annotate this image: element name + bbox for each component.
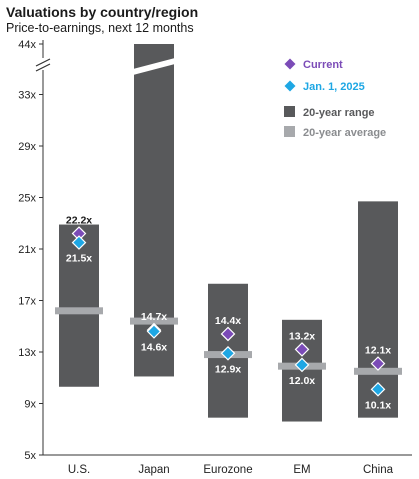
jan-point-em [294, 357, 310, 373]
y-tick-label-2: 13x [18, 347, 36, 359]
average-marker-u-s [55, 307, 103, 315]
jan-label-japan: 14.6x [141, 341, 167, 353]
jan-point-japan [146, 324, 162, 339]
y-tick-label-1: 9x [24, 399, 36, 411]
y-axis-break-mark-1 [35, 58, 51, 67]
chart-subtitle: Price-to-earnings, next 12 months [6, 21, 194, 35]
y-tick-label-5: 25x [18, 193, 36, 205]
current-label-u-s: 22.2x [66, 215, 92, 227]
jan-label-em: 12.0x [289, 375, 315, 387]
current-label-china: 12.1x [365, 345, 391, 357]
y-tick-label-7: 33x [18, 90, 36, 102]
jan-point-u-s [71, 235, 87, 250]
range-bar-china [358, 201, 398, 418]
range-bar-break-japan [133, 58, 175, 75]
legend-current-label: Current [303, 59, 343, 71]
jan-label-u-s: 21.5x [66, 253, 92, 265]
current-point-eurozone [220, 326, 236, 342]
jan-point-china [370, 381, 386, 397]
legend-average-label: 20-year average [303, 127, 386, 139]
legend-range-icon [284, 106, 295, 117]
current-point-em [294, 342, 310, 357]
y-tick-label-6: 29x [18, 141, 36, 153]
category-label-em: EM [293, 464, 310, 476]
range-bar-u-s [59, 224, 99, 387]
category-label-china: China [363, 464, 394, 476]
legend-average-icon [284, 126, 295, 137]
current-label-eurozone: 14.4x [215, 315, 241, 327]
current-label-em: 13.2x [289, 330, 315, 342]
y-tick-label-3: 17x [18, 296, 36, 308]
category-label-u-s: U.S. [68, 464, 90, 476]
legend-range-label: 20-year range [303, 107, 375, 119]
legend-jan-label: Jan. 1, 2025 [303, 81, 365, 93]
current-point-china [370, 356, 386, 371]
average-marker-japan [130, 317, 178, 325]
jan-label-china: 10.1x [365, 399, 391, 411]
jan-label-eurozone: 12.9x [215, 363, 241, 375]
y-tick-label-0: 5x [24, 450, 36, 462]
category-label-japan: Japan [138, 464, 169, 476]
average-marker-china [354, 367, 402, 375]
jan-point-eurozone [220, 345, 236, 361]
y-axis-break-mark-2 [35, 63, 51, 72]
current-label-japan: 14.7x [141, 311, 167, 323]
y-tick-label-4: 21x [18, 244, 36, 256]
chart-title: Valuations by country/region [6, 4, 199, 20]
legend-current-icon [284, 58, 296, 70]
legend-jan-icon [284, 80, 296, 92]
category-label-eurozone: Eurozone [203, 464, 252, 476]
y-tick-label-8: 44x [18, 39, 36, 51]
